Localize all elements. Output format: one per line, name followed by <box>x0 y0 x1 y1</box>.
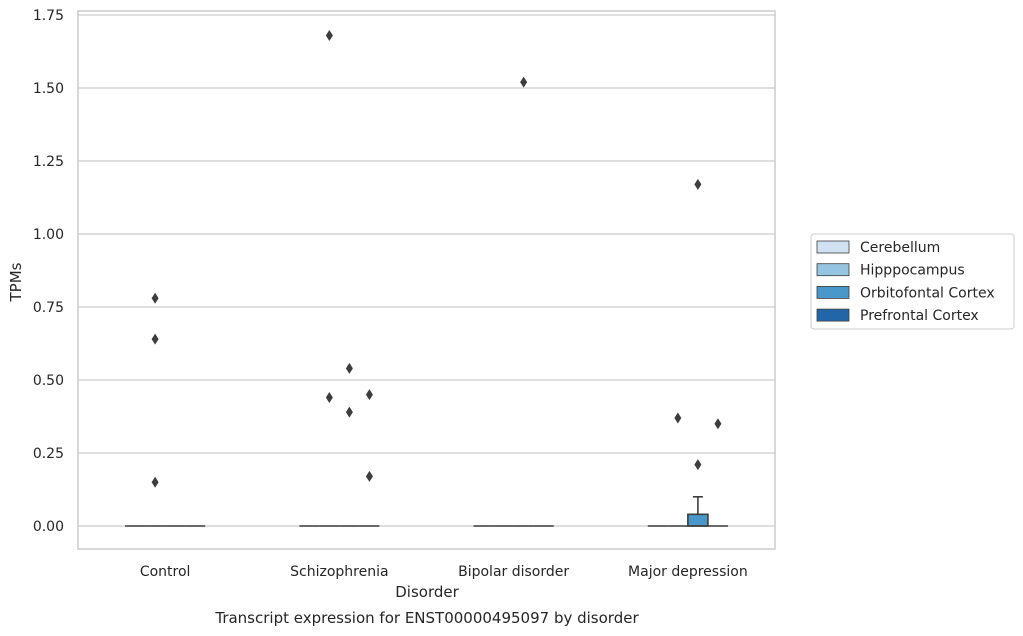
outlier-point <box>151 333 159 345</box>
outlier-point <box>345 362 353 374</box>
outlier-point <box>694 178 702 190</box>
outlier-point <box>674 412 682 424</box>
x-axis-title: Disorder <box>395 583 459 601</box>
legend-label-prefrontal-cortex: Prefrontal Cortex <box>860 308 979 324</box>
box-orbitofontal-cortex-major-depression <box>687 495 709 527</box>
legend-label-hipppocampus: Hipppocampus <box>860 263 965 279</box>
x-tick-label: Control <box>140 564 191 580</box>
gridlines <box>78 14 775 527</box>
x-tick-label: Schizophrenia <box>290 564 388 580</box>
legend-label-cerebellum: Cerebellum <box>860 240 940 256</box>
outlier-point <box>325 29 333 41</box>
box-body <box>687 513 709 527</box>
chart-caption: Transcript expression for ENST0000049509… <box>214 609 639 627</box>
legend-swatch-orbitofontal-cortex <box>816 285 850 299</box>
y-tick-labels: 0.00 0.25 0.50 0.75 1.00 1.25 1.50 1.75 <box>33 8 64 535</box>
y-tick-label: 0.50 <box>33 373 64 389</box>
outlier-layer <box>151 29 722 488</box>
legend: Cerebellum Hipppocampus Orbitofontal Corte… <box>810 233 1015 330</box>
outlier-point <box>520 76 528 88</box>
y-axis-title: TPMs <box>7 262 25 302</box>
x-tick-labels: Control Schizophrenia Bipolar disorder Majo… <box>140 564 748 580</box>
x-tick-label: Bipolar disorder <box>458 564 569 580</box>
legend-swatch-prefrontal-cortex <box>816 308 850 322</box>
legend-swatch-cerebellum <box>816 240 850 254</box>
outlier-point <box>365 470 373 482</box>
outlier-point <box>151 292 159 304</box>
legend-label-orbitofontal-cortex: Orbitofontal Cortex <box>860 285 995 301</box>
y-tick-label: 0.75 <box>33 300 64 316</box>
box-layer <box>125 495 728 527</box>
outlier-point <box>714 418 722 430</box>
y-tick-label: 1.00 <box>33 227 64 243</box>
plot-frame <box>77 10 776 550</box>
outlier-point <box>151 476 159 488</box>
outlier-point <box>365 389 373 401</box>
y-tick-label: 0.25 <box>33 446 64 462</box>
legend-frame <box>810 233 1015 330</box>
outlier-point <box>325 392 333 404</box>
outlier-point <box>694 459 702 471</box>
outlier-point <box>345 406 353 418</box>
y-tick-label: 0.00 <box>33 519 64 535</box>
y-tick-label: 1.25 <box>33 154 64 170</box>
y-tick-label: 1.75 <box>33 8 64 24</box>
x-tick-label: Major depression <box>628 564 748 580</box>
legend-swatch-hipppocampus <box>816 263 850 277</box>
y-tick-label: 1.50 <box>33 81 64 97</box>
